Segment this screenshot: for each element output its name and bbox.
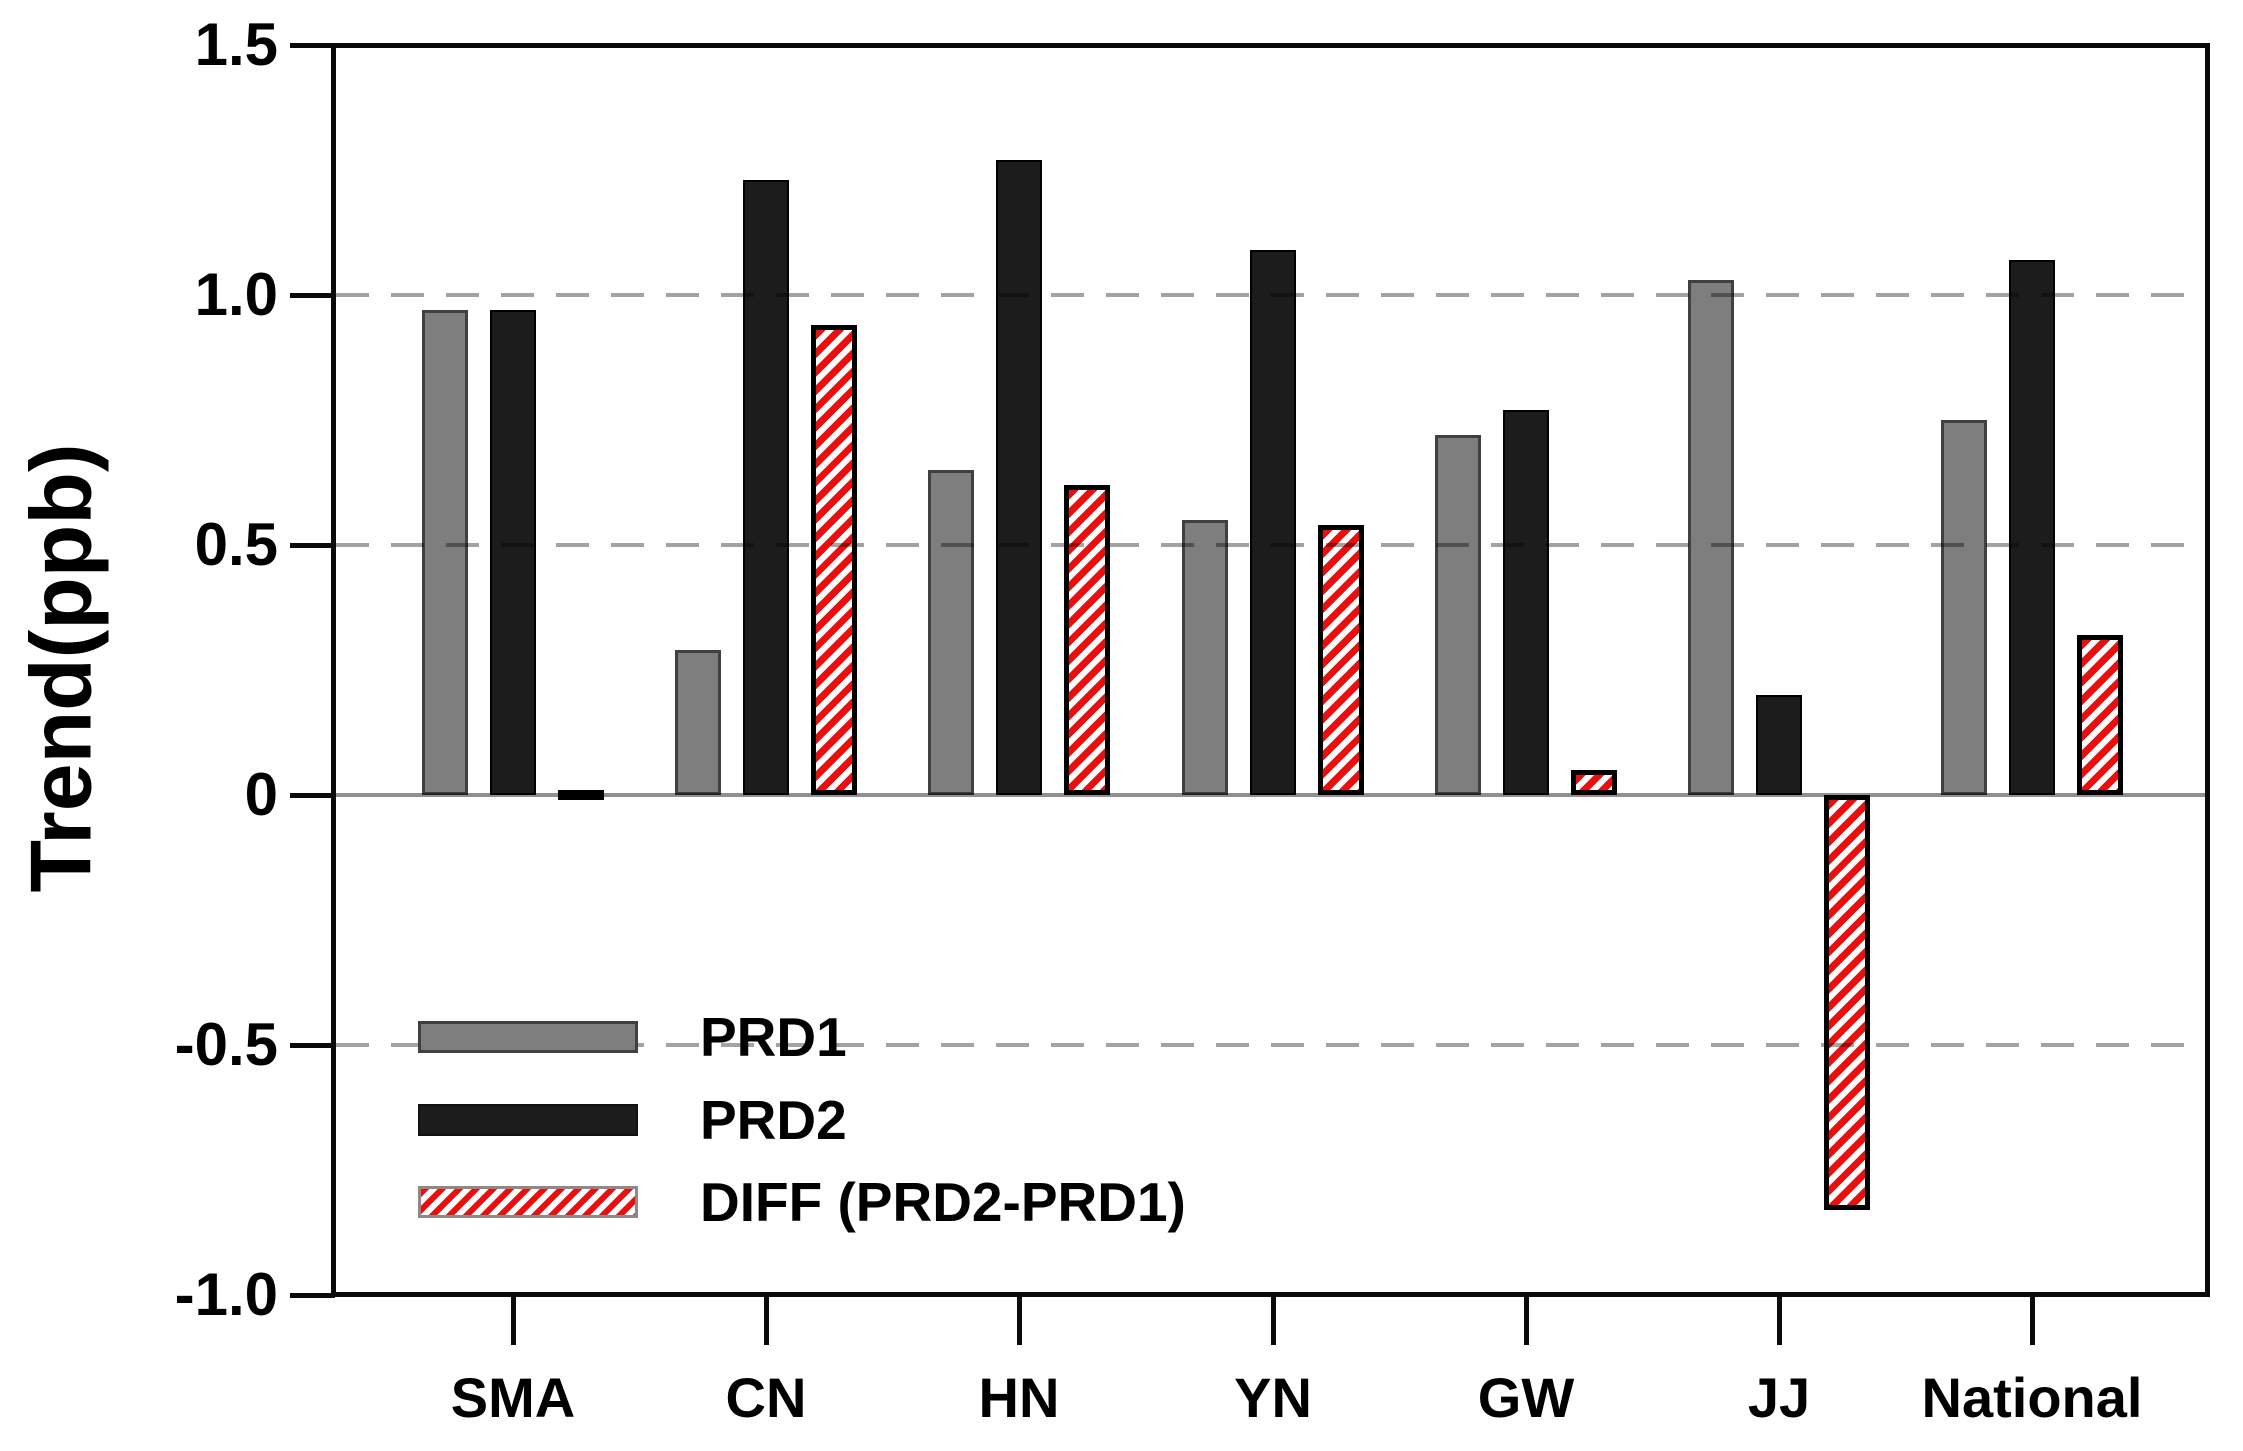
y-tick-0.5: [290, 543, 335, 548]
legend-swatch-diff: [418, 1186, 638, 1218]
x-tick-National: [2030, 1295, 2035, 1345]
bar-diff-GW: [1571, 770, 1617, 795]
bar-prd1-SMA: [422, 310, 468, 795]
x-tick-HN: [1017, 1295, 1022, 1345]
bar-prd1-HN: [928, 470, 974, 795]
bar-prd1-JJ: [1688, 280, 1734, 795]
x-tick-GW: [1524, 1295, 1529, 1345]
x-tick-SMA: [511, 1295, 516, 1345]
bar-prd2-National: [2009, 260, 2055, 795]
x-tick-CN: [764, 1295, 769, 1345]
bar-prd2-JJ: [1756, 695, 1802, 795]
bar-prd2-YN: [1250, 250, 1296, 795]
bar-prd1-YN: [1182, 520, 1228, 795]
y-tick-0: [290, 793, 335, 798]
x-tick-label-GW: GW: [1477, 1366, 1575, 1429]
y-tick-label: 1.0: [194, 261, 278, 328]
legend-label-prd1: PRD1: [700, 1006, 847, 1068]
bar-prd1-GW: [1435, 435, 1481, 795]
y-tick--1.0: [290, 1293, 335, 1298]
y-tick-label: 1.5: [194, 11, 278, 78]
gridline-0.5: [336, 543, 2205, 547]
y-tick-1.0: [290, 293, 335, 298]
y-tick-label: 0.5: [194, 511, 278, 578]
bar-prd2-GW: [1503, 410, 1549, 795]
bar-prd2-HN: [996, 160, 1042, 795]
bar-prd1-National: [1941, 420, 1987, 795]
x-tick-label-CN: CN: [725, 1366, 807, 1429]
zero-line: [336, 793, 2205, 797]
bar-diff-CN: [811, 325, 857, 795]
y-tick-label: -0.5: [174, 1011, 278, 1078]
x-tick-label-YN: YN: [1234, 1366, 1312, 1429]
x-tick-JJ: [1777, 1295, 1782, 1345]
legend-label-diff: DIFF (PRD2-PRD1): [700, 1171, 1186, 1233]
bar-prd1-CN: [675, 650, 721, 795]
bar-diff-YN: [1318, 525, 1364, 795]
bar-prd2-SMA: [490, 310, 536, 795]
y-tick-label: 0: [244, 761, 278, 828]
y-tick-label: -1.0: [174, 1261, 278, 1328]
bar-diff-JJ: [1824, 795, 1870, 1210]
bar-diff-HN: [1064, 485, 1110, 795]
bar-diff-National: [2077, 635, 2123, 795]
gridline-1: [336, 293, 2205, 297]
x-tick-label-National: National: [1921, 1366, 2143, 1429]
x-tick-label-HN: HN: [978, 1366, 1060, 1429]
legend-label-prd2: PRD2: [700, 1089, 847, 1151]
bar-prd2-CN: [743, 180, 789, 795]
y-tick-1.5: [290, 43, 335, 48]
legend-swatch-prd2: [418, 1104, 638, 1136]
y-tick--0.5: [290, 1043, 335, 1048]
gridline--0.5: [336, 1043, 2205, 1047]
x-tick-label-JJ: JJ: [1747, 1366, 1811, 1429]
x-tick-label-SMA: SMA: [450, 1366, 576, 1429]
legend-swatch-prd1: [418, 1021, 638, 1053]
x-tick-YN: [1271, 1295, 1276, 1345]
